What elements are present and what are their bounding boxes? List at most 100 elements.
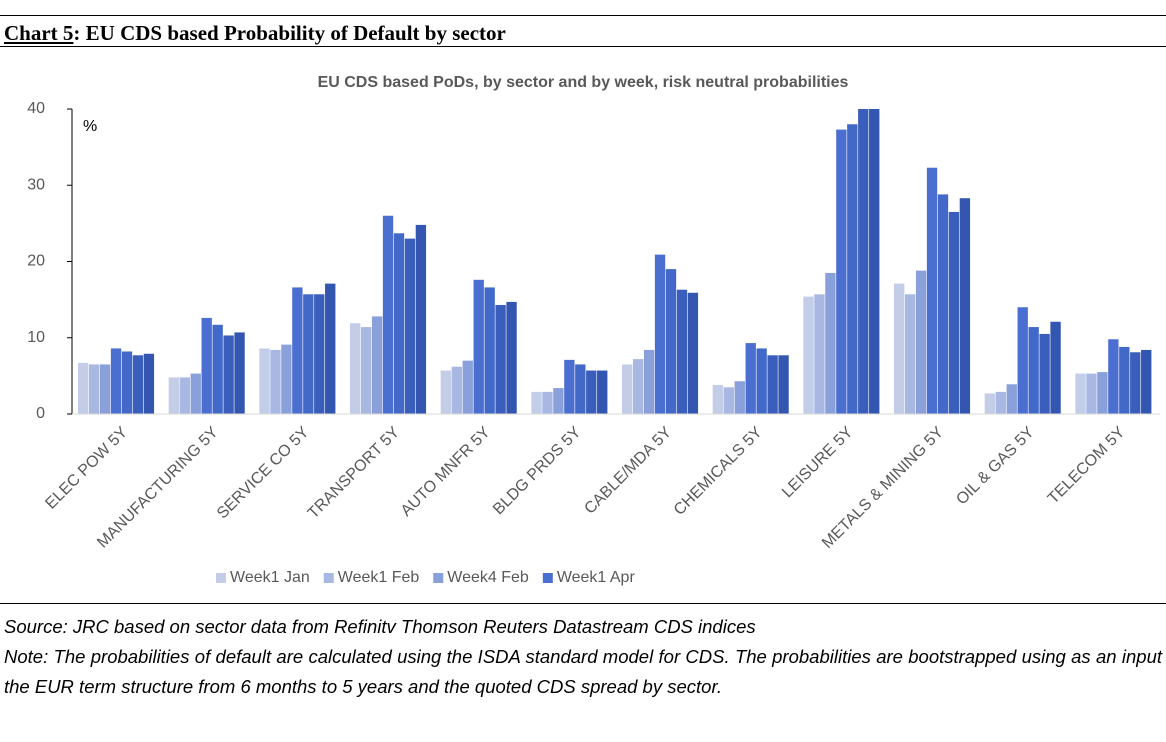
- bar: [314, 294, 325, 414]
- header-label: Chart 5: [4, 21, 74, 45]
- bar: [121, 351, 133, 414]
- bar: [564, 359, 575, 414]
- bar: [597, 370, 608, 414]
- x-tick-label: LEISURE 5Y: [779, 424, 857, 502]
- bar: [495, 304, 506, 414]
- legend-label: Week1 Apr: [557, 569, 636, 586]
- bar: [99, 364, 111, 414]
- bar: [212, 324, 223, 414]
- y-tick-label: 20: [27, 253, 45, 270]
- bar: [712, 385, 724, 414]
- note: Note: The probabilities of default are c…: [4, 646, 1162, 697]
- bar: [393, 233, 405, 414]
- bar: [542, 391, 553, 414]
- bar: [190, 373, 201, 414]
- bar: [654, 254, 666, 414]
- bar: [869, 109, 880, 414]
- bar: [959, 198, 971, 414]
- y-tick-label: 10: [27, 329, 45, 346]
- bar: [575, 364, 586, 414]
- bar: [1028, 327, 1039, 414]
- bar: [451, 366, 462, 414]
- x-tick-label: SERVICE CO 5Y: [214, 424, 313, 523]
- bar: [915, 270, 927, 414]
- bar: [1075, 373, 1086, 414]
- y-unit: %: [83, 118, 97, 135]
- legend-swatch: [216, 573, 226, 583]
- legend-swatch: [323, 573, 334, 583]
- bar: [825, 272, 836, 414]
- bar: [143, 353, 155, 414]
- legend-label: Week1 Feb: [338, 569, 420, 586]
- header-title: : EU CDS based Probability of Default by…: [73, 21, 506, 45]
- bar: [1086, 373, 1097, 414]
- bar: [995, 391, 1006, 414]
- header: Chart 5: EU CDS based Probability of Def…: [0, 15, 1166, 47]
- bar: [1097, 372, 1108, 414]
- bar: [894, 283, 905, 414]
- x-tick-label: CHEMICALS 5Y: [671, 424, 766, 519]
- bar: [473, 279, 484, 414]
- bar: [531, 391, 542, 414]
- bar: [723, 387, 734, 414]
- bar: [234, 332, 245, 414]
- bar: [110, 348, 122, 414]
- x-tick-label: ELEC POW 5Y: [42, 424, 131, 513]
- x-tick-label: BLDG PRDS 5Y: [490, 424, 585, 519]
- legend-label: Week1 Jan: [230, 569, 310, 586]
- bar: [1130, 352, 1141, 414]
- bar: [281, 344, 292, 414]
- bar: [665, 269, 677, 414]
- bar: [1017, 307, 1028, 414]
- bar: [1039, 333, 1050, 414]
- bar: [1050, 321, 1061, 414]
- y-tick-label: 40: [27, 100, 45, 117]
- y-tick-label: 30: [27, 176, 45, 193]
- bar: [948, 211, 960, 414]
- bar: [745, 343, 756, 414]
- bar: [734, 381, 745, 414]
- bar: [937, 194, 949, 414]
- bar: [904, 294, 916, 414]
- bar: [325, 283, 336, 414]
- bar: [767, 355, 778, 414]
- bar: [440, 370, 452, 414]
- bar: [78, 362, 89, 414]
- bar: [223, 335, 234, 414]
- bar: [303, 294, 314, 414]
- bar: [88, 364, 100, 414]
- chart-title: EU CDS based PoDs, by sector and by week…: [318, 74, 849, 91]
- bar: [506, 301, 517, 414]
- legend-swatch: [433, 573, 444, 583]
- bar: [259, 348, 270, 414]
- x-tick-label: CABLE/MDA 5Y: [581, 424, 675, 518]
- bar: [1108, 339, 1119, 414]
- footer: Source: JRC based on sector data from Re…: [0, 603, 1166, 702]
- bar: [632, 359, 644, 414]
- y-tick-label: 0: [36, 405, 45, 422]
- bar: [1006, 384, 1017, 414]
- bar: [415, 224, 427, 414]
- bar: [168, 377, 180, 414]
- bar: [292, 287, 303, 414]
- bar: [371, 316, 383, 414]
- bar: [586, 370, 597, 414]
- bar: [847, 124, 858, 414]
- bar: [926, 167, 938, 414]
- bar: [687, 292, 699, 414]
- bar: [132, 355, 144, 414]
- bar: [360, 327, 372, 414]
- bar: [814, 294, 825, 414]
- bar: [179, 377, 190, 414]
- bar: [484, 287, 495, 414]
- bar: [676, 289, 688, 414]
- bar: [382, 215, 394, 414]
- bar: [858, 109, 869, 414]
- bar: [270, 349, 281, 414]
- bar: [622, 364, 633, 414]
- bar: [201, 317, 212, 414]
- bar: [1119, 346, 1130, 414]
- chart: EU CDS based PoDs, by sector and by week…: [27, 74, 1160, 586]
- x-tick-label: TELECOM 5Y: [1045, 424, 1129, 508]
